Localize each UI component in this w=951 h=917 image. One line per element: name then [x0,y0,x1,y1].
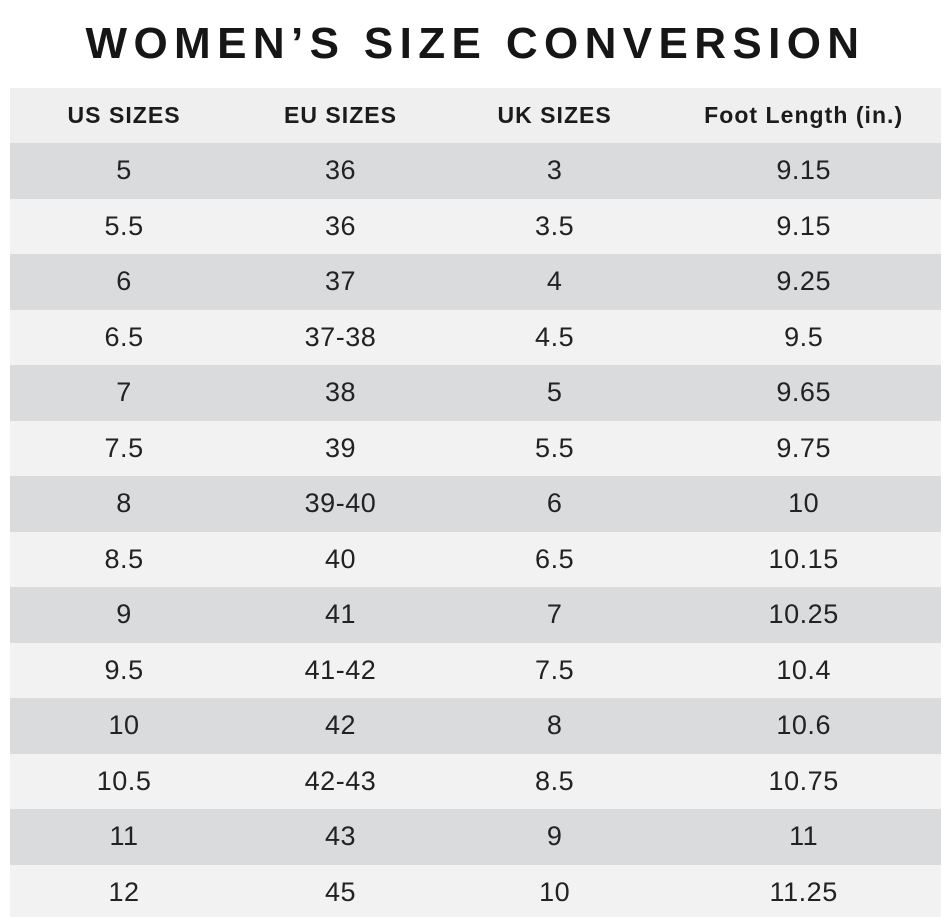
us-size-cell: 7.5 [10,420,239,476]
us-size-cell: 10.5 [10,753,239,809]
us-size-cell: 7 [10,365,239,421]
uk-size-cell: 3.5 [442,198,667,254]
size-conversion-table: US SIZES EU SIZES UK SIZES Foot Length (… [10,88,941,917]
us-size-cell: 10 [10,698,239,754]
eu-size-cell: 39-40 [238,476,443,532]
us-size-cell: 8.5 [10,531,239,587]
uk-size-cell: 5 [442,365,667,421]
uk-size-cell: 9 [442,809,667,865]
eu-size-cell: 37 [238,254,443,310]
foot-length-cell: 9.5 [666,309,941,365]
eu-size-cell: 42 [238,698,443,754]
foot-length-cell: 9.25 [666,254,941,310]
uk-size-cell: 4 [442,254,667,310]
eu-size-cell: 41 [238,587,443,643]
table-row: 9 41 7 10.25 [10,587,941,643]
page-title: WOMEN’S SIZE CONVERSION [85,19,866,68]
eu-size-cell: 36 [238,143,443,199]
foot-length-cell: 10 [666,476,941,532]
eu-size-cell: 36 [238,198,443,254]
us-size-cell: 8 [10,476,239,532]
column-header-us-sizes: US SIZES [10,88,239,143]
uk-size-cell: 8 [442,698,667,754]
table-row: 9.5 41-42 7.5 10.4 [10,642,941,698]
table-row: 6.5 37-38 4.5 9.5 [10,309,941,365]
us-size-cell: 9.5 [10,642,239,698]
eu-size-cell: 41-42 [238,642,443,698]
column-header-uk-sizes: UK SIZES [442,88,667,143]
header-row: US SIZES EU SIZES UK SIZES Foot Length (… [10,88,941,143]
foot-length-cell: 11.25 [666,864,941,917]
us-size-cell: 9 [10,587,239,643]
foot-length-cell: 10.25 [666,587,941,643]
table-row: 7.5 39 5.5 9.75 [10,420,941,476]
uk-size-cell: 4.5 [442,309,667,365]
foot-length-cell: 10.6 [666,698,941,754]
uk-size-cell: 6 [442,476,667,532]
us-size-cell: 6.5 [10,309,239,365]
foot-length-cell: 11 [666,809,941,865]
table-row: 8.5 40 6.5 10.15 [10,531,941,587]
uk-size-cell: 6.5 [442,531,667,587]
column-header-foot-length: Foot Length (in.) [666,88,941,143]
us-size-cell: 12 [10,864,239,917]
uk-size-cell: 8.5 [442,753,667,809]
us-size-cell: 5.5 [10,198,239,254]
table-row: 11 43 9 11 [10,809,941,865]
foot-length-cell: 10.75 [666,753,941,809]
table-row: 10 42 8 10.6 [10,698,941,754]
eu-size-cell: 38 [238,365,443,421]
eu-size-cell: 37-38 [238,309,443,365]
uk-size-cell: 7.5 [442,642,667,698]
table-row: 5.5 36 3.5 9.15 [10,198,941,254]
foot-length-cell: 9.15 [666,143,941,199]
foot-length-cell: 9.15 [666,198,941,254]
eu-size-cell: 39 [238,420,443,476]
uk-size-cell: 10 [442,864,667,917]
table-row: 7 38 5 9.65 [10,365,941,421]
table-row: 12 45 10 11.25 [10,864,941,917]
table-row: 5 36 3 9.15 [10,143,941,199]
foot-length-cell: 9.65 [666,365,941,421]
size-table-body: 5 36 3 9.15 5.5 36 3.5 9.15 6 37 4 9.25 6.5 37-38 4.5 9… [10,143,941,917]
table-header: US SIZES EU SIZES UK SIZES Foot Length (… [10,88,941,143]
foot-length-cell: 10.15 [666,531,941,587]
table-row: 8 39-40 6 10 [10,476,941,532]
uk-size-cell: 3 [442,143,667,199]
uk-size-cell: 7 [442,587,667,643]
eu-size-cell: 42-43 [238,753,443,809]
foot-length-cell: 9.75 [666,420,941,476]
uk-size-cell: 5.5 [442,420,667,476]
eu-size-cell: 45 [238,864,443,917]
eu-size-cell: 40 [238,531,443,587]
table-row: 6 37 4 9.25 [10,254,941,310]
us-size-cell: 11 [10,809,239,865]
us-size-cell: 6 [10,254,239,310]
column-header-eu-sizes: EU SIZES [238,88,443,143]
table-row: 10.5 42-43 8.5 10.75 [10,753,941,809]
us-size-cell: 5 [10,143,239,199]
eu-size-cell: 43 [238,809,443,865]
foot-length-cell: 10.4 [666,642,941,698]
